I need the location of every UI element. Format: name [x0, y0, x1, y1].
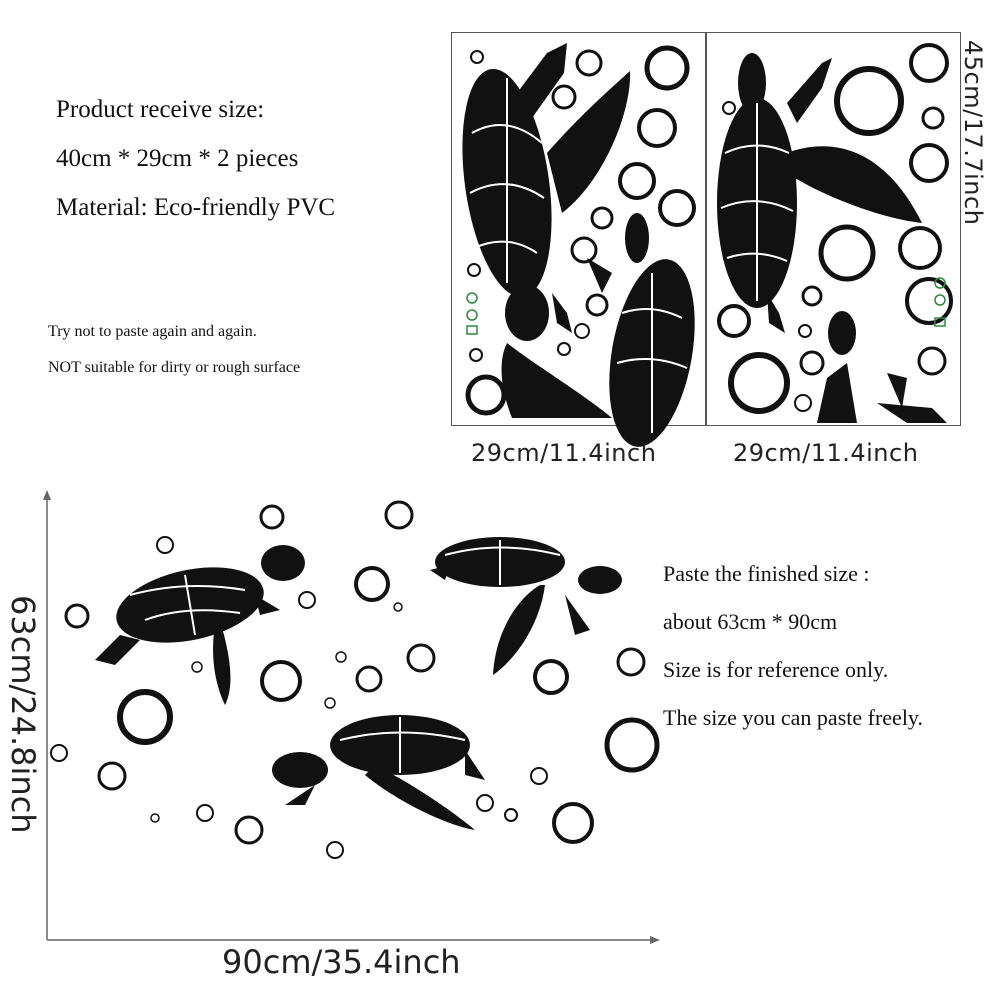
receive-size-label: Product receive size:: [56, 96, 265, 123]
finished-size-value: about 63cm * 90cm: [663, 609, 838, 634]
receive-size-value: 40cm * 29cm * 2 pieces: [56, 145, 299, 172]
paste-freely-note: The size you can paste freely.: [663, 705, 924, 730]
sticker-sheet-left-art: [462, 43, 696, 447]
finished-height-label: 63cm/24.8inch: [4, 595, 42, 834]
material-label: Material: Eco-friendly PVC: [56, 194, 336, 221]
sticker-sheet-right-art: [717, 43, 953, 423]
surface-note: NOT suitable for dirty or rough surface: [48, 359, 301, 376]
reference-note: Size is for reference only.: [663, 657, 889, 682]
sticker-sheet-right: [706, 32, 961, 426]
sticker-sheet-left: [451, 32, 706, 447]
paste-note: Try not to paste again and again.: [48, 323, 257, 340]
right-sheet-width-label: 29cm/11.4inch: [733, 439, 919, 467]
finished-arrangement-art: [50, 500, 660, 859]
left-sheet-width-label: 29cm/11.4inch: [471, 439, 657, 467]
finished-size-label: Paste the finished size :: [663, 561, 870, 586]
finished-width-label: 90cm/35.4inch: [222, 943, 461, 981]
